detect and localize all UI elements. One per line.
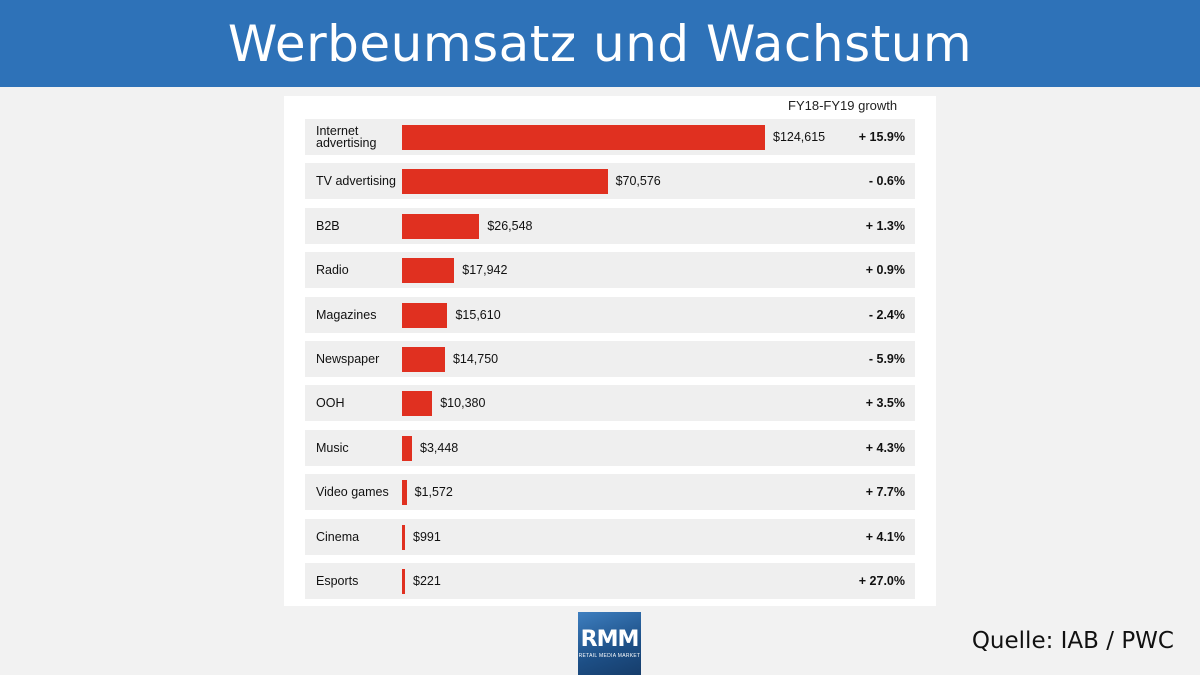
bar-value-label: $17,942 [462, 263, 508, 278]
bar [402, 524, 405, 550]
bar [402, 213, 480, 239]
source-note: Quelle: IAB / PWC [971, 628, 1174, 654]
bar-value-label: $124,615 [773, 130, 826, 144]
bar [402, 569, 405, 594]
growth-value: + 7.7% [865, 485, 905, 500]
bar [402, 258, 455, 284]
chart-row: Music $3,448 + 4.3% [305, 429, 915, 466]
growth-column-header: FY18-FY19 growth [788, 98, 898, 113]
chart-row: Newspaper $14,750 - 5.9% [305, 341, 915, 377]
category-label: Music [316, 440, 349, 455]
logo-text: RMM [580, 626, 640, 652]
page-title: Werbeumsatz und Wachstum [227, 14, 973, 73]
bar [402, 347, 445, 372]
growth-value: + 27.0% [858, 574, 905, 588]
bar-value-label: $10,380 [440, 396, 486, 411]
bar [402, 302, 448, 328]
logo-subtitle: RETAIL MEDIA MARKET [578, 652, 641, 659]
category-label: Cinema [316, 529, 360, 544]
growth-value: + 4.1% [865, 529, 905, 544]
growth-value: + 0.9% [865, 263, 905, 278]
growth-value: + 15.9% [858, 130, 905, 144]
category-label: Magazines [316, 307, 377, 322]
growth-value: - 2.4% [868, 307, 905, 322]
bar-value-label: $991 [413, 529, 441, 544]
header-bar: Werbeumsatz und Wachstum [0, 0, 1200, 87]
chart-row: Internet advertising $124,615 + 15.9% [305, 119, 915, 155]
rmm-logo: RMM RETAIL MEDIA MARKET [578, 612, 641, 675]
chart-row: TV advertising $70,576 - 0.6% [305, 163, 915, 200]
bar [402, 480, 407, 506]
chart-row: OOH $10,380 + 3.5% [305, 385, 915, 422]
bar-value-label: $3,448 [420, 440, 459, 455]
growth-value: - 5.9% [868, 352, 905, 366]
category-label: Video games [316, 485, 389, 500]
bar-value-label: $1,572 [414, 485, 453, 500]
growth-value: - 0.6% [868, 174, 905, 189]
category-label: OOH [316, 396, 345, 411]
bar-value-label: $14,750 [452, 352, 499, 366]
bar-value-label: $26,548 [487, 218, 533, 233]
bar [402, 169, 608, 195]
chart-row: B2B $26,548 + 1.3% [305, 207, 915, 244]
bar-value-label: $221 [413, 574, 441, 588]
bar-value-label: $15,610 [455, 307, 501, 322]
category-label: Newspaper [316, 352, 380, 366]
category-label: Esports [316, 574, 359, 588]
bar [402, 125, 765, 150]
chart-row: Cinema $991 + 4.1% [305, 518, 915, 555]
bar [402, 391, 433, 417]
bar-value-label: $70,576 [615, 174, 661, 189]
category-label: TV advertising [316, 174, 396, 189]
chart-row: Magazines $15,610 - 2.4% [305, 296, 915, 333]
chart-row: Video games $1,572 + 7.7% [305, 474, 915, 511]
growth-value: + 3.5% [865, 396, 905, 411]
growth-value: + 1.3% [865, 218, 905, 233]
category-label: Radio [316, 263, 349, 278]
chart-row: Esports $221 + 27.0% [305, 563, 915, 599]
growth-value: + 4.3% [865, 440, 905, 455]
chart-row: Radio $17,942 + 0.9% [305, 252, 915, 289]
category-label: Internet advertising [316, 124, 377, 150]
category-label: B2B [316, 218, 340, 233]
bar [402, 435, 413, 461]
